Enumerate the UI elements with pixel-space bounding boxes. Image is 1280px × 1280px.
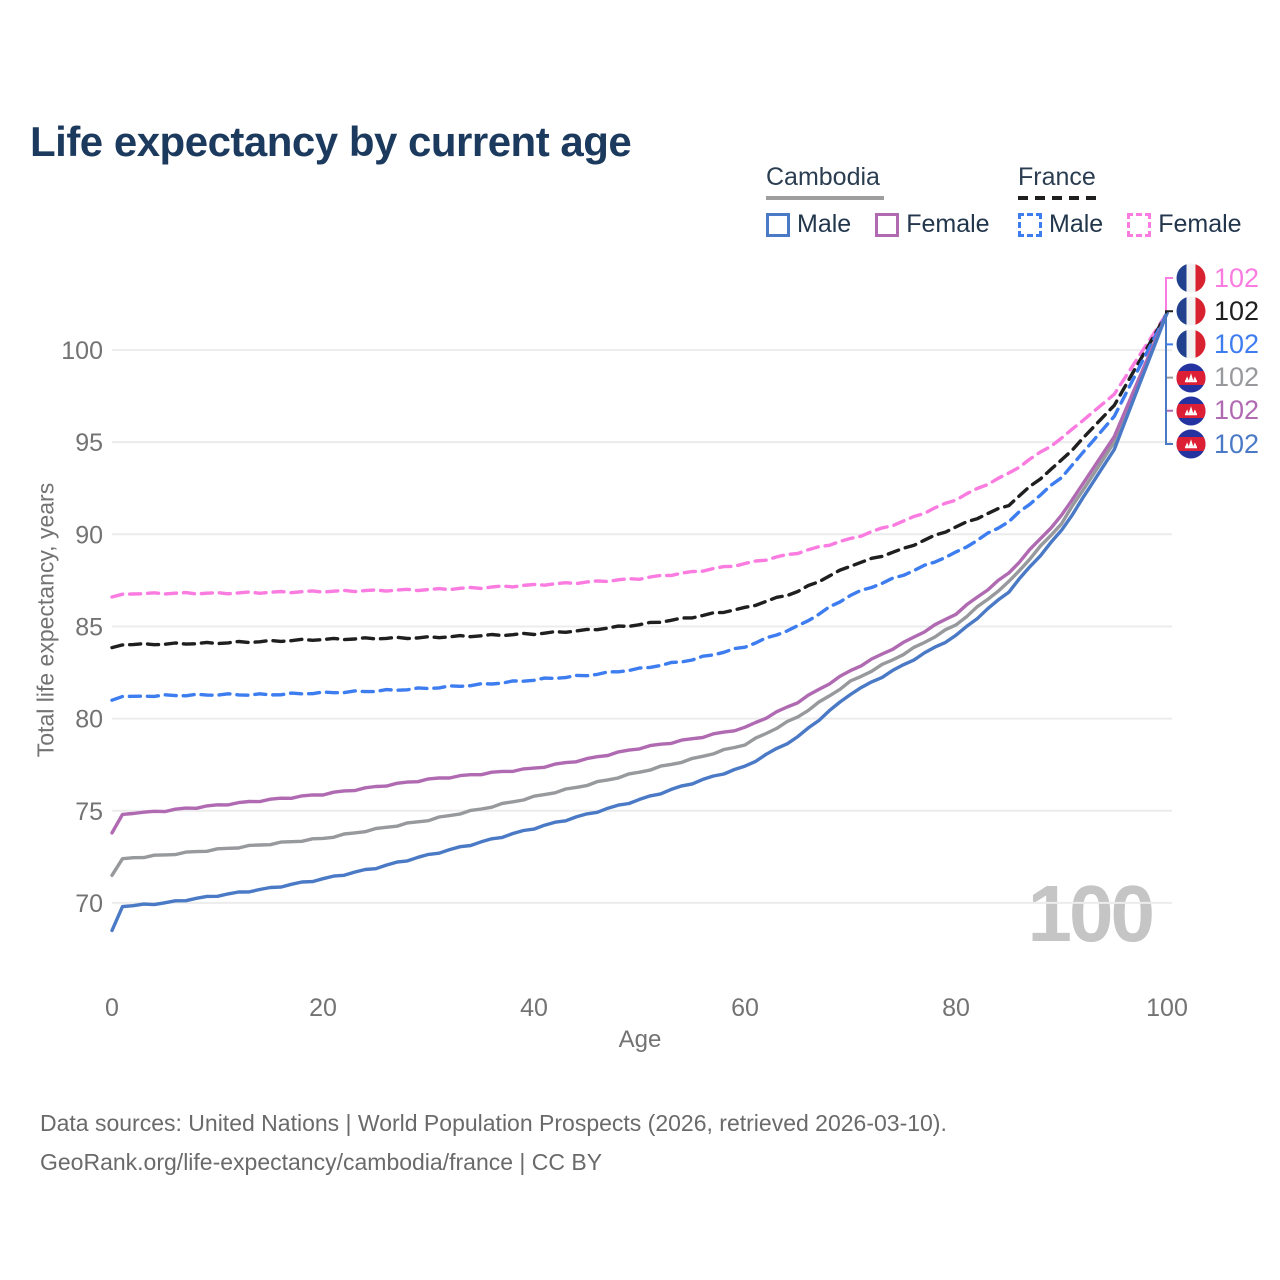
y-tick-label: 75 xyxy=(75,798,103,826)
legend-label-france-male: Male xyxy=(1049,210,1104,238)
end-label-cambodia-male: 102 xyxy=(1176,428,1259,460)
france-flag-icon xyxy=(1176,329,1206,359)
age-watermark: 100 xyxy=(1027,869,1155,958)
y-axis-tick-labels: 70 75 80 85 90 95 100 xyxy=(61,337,103,918)
series-line-france xyxy=(110,311,1169,650)
x-tick-label: 60 xyxy=(731,994,759,1022)
france-dashed-line-swatch xyxy=(1018,196,1098,200)
legend-country-france: France xyxy=(1018,163,1266,200)
footer-attribution: GeoRank.org/life-expectancy/cambodia/fra… xyxy=(40,1149,603,1175)
series-line-cambodia xyxy=(110,311,1169,877)
legend-item-france-female[interactable]: Female xyxy=(1127,210,1242,239)
x-tick-label: 20 xyxy=(309,994,337,1022)
france-male-swatch-icon[interactable] xyxy=(1018,212,1042,237)
legend-item-cambodia-female[interactable]: Female xyxy=(875,210,990,239)
y-tick-label: 100 xyxy=(61,337,103,365)
y-axis-title: Total life expectancy, years xyxy=(32,482,59,758)
legend-label-cambodia-female: Female xyxy=(906,210,990,238)
cambodia-solid-line-swatch xyxy=(766,196,884,200)
cambodia-flag-icon xyxy=(1176,396,1206,426)
x-tick-label: 0 xyxy=(105,994,119,1022)
leader-lines xyxy=(1165,277,1173,445)
france-female-swatch-icon[interactable] xyxy=(1127,212,1152,237)
end-label-value: 102 xyxy=(1214,428,1260,459)
x-axis-title: Age xyxy=(618,1026,662,1053)
page-title: Life expectancy by current age xyxy=(30,118,632,166)
end-label-france: 102 xyxy=(1176,295,1259,327)
legend-country-cambodia: Cambodia xyxy=(766,163,1014,200)
series-lines xyxy=(110,311,1169,933)
series-line-cambodia-male xyxy=(110,311,1169,933)
cambodia-female-swatch-icon[interactable] xyxy=(875,212,900,237)
legend-label-france-female: Female xyxy=(1158,210,1242,238)
end-label-value: 102 xyxy=(1214,328,1260,359)
x-axis-tick-labels: 0 20 40 60 80 100 xyxy=(105,994,1188,1022)
x-tick-label: 100 xyxy=(1146,994,1188,1022)
x-tick-label: 40 xyxy=(520,994,548,1022)
france-flag-icon xyxy=(1176,296,1206,326)
series-line-cambodia-female xyxy=(110,311,1169,835)
end-label-value: 102 xyxy=(1214,395,1260,426)
series-line-france-male xyxy=(110,311,1169,702)
end-label-cambodia: 102 xyxy=(1176,362,1259,394)
footer-data-sources: Data sources: United Nations | World Pop… xyxy=(40,1110,947,1136)
cambodia-male-swatch-icon[interactable] xyxy=(766,212,790,237)
france-flag-icon xyxy=(1176,263,1206,293)
cambodia-flag-icon xyxy=(1176,363,1206,393)
end-label-france-male: 102 xyxy=(1176,328,1259,360)
y-tick-label: 80 xyxy=(75,706,103,734)
y-tick-label: 90 xyxy=(75,521,103,549)
y-tick-label: 95 xyxy=(75,429,103,457)
end-label-france-female: 102 xyxy=(1176,262,1259,294)
end-label-cambodia-female: 102 xyxy=(1176,395,1259,427)
x-tick-label: 80 xyxy=(942,994,970,1022)
series-line-france-female xyxy=(110,311,1169,599)
end-label-value: 102 xyxy=(1214,262,1260,293)
legend-label-cambodia-male: Male xyxy=(797,210,852,238)
legend-group-cambodia: Cambodia Male Female xyxy=(766,163,1014,239)
gridlines xyxy=(112,349,1172,904)
end-label-value: 102 xyxy=(1214,362,1260,393)
y-tick-label: 85 xyxy=(75,614,103,642)
legend-item-france-male[interactable]: Male xyxy=(1018,210,1103,239)
y-tick-label: 70 xyxy=(75,890,103,918)
end-label-value: 102 xyxy=(1214,295,1260,326)
legend-group-france: France Male Female xyxy=(1018,163,1266,239)
cambodia-flag-icon xyxy=(1176,429,1206,459)
legend-item-cambodia-male[interactable]: Male xyxy=(766,210,851,239)
